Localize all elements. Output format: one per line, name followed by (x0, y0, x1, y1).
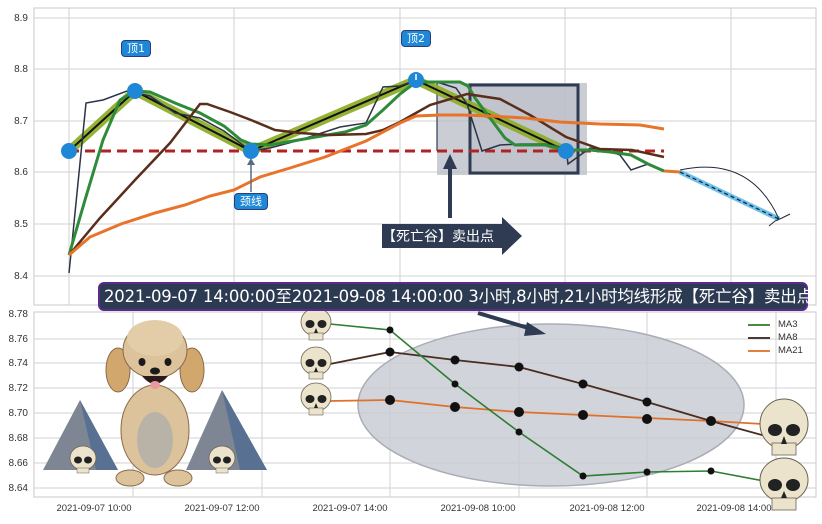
ytick: 8.70 (9, 408, 29, 419)
legend-item-ma21: MA21 (748, 344, 803, 357)
xtick: 2021-09-08 10:00 (440, 503, 515, 514)
legend-item-ma3: MA3 (748, 318, 803, 331)
ytick: 8.74 (9, 358, 29, 369)
ma8-line (68, 92, 665, 256)
ytick: 8.76 (9, 334, 29, 345)
death-valley-ellipse (357, 323, 745, 487)
skull-icon (300, 346, 332, 380)
summary-banner: 2021-09-07 14:00:00至2021-09-08 14:00:00 … (98, 282, 813, 311)
xtick: 2021-09-08 14:00 (696, 503, 771, 514)
ytick: 8.8 (14, 64, 28, 75)
bottom-y-axis: 8.78 8.76 8.74 8.72 8.70 8.68 8.66 8.64 (9, 309, 29, 494)
top1-marker (127, 83, 143, 99)
ma21-bottom-line (329, 399, 781, 426)
legend-swatch (748, 336, 770, 339)
skull-icon (759, 457, 809, 511)
xtick: 2021-09-07 12:00 (184, 503, 259, 514)
ma8-bottom-line (329, 351, 781, 441)
pointer-arrow-icon (524, 322, 546, 336)
ytick: 8.66 (9, 458, 29, 469)
up-arrow-icon (443, 154, 457, 169)
projection-arc (679, 166, 780, 220)
neck-marker (243, 143, 259, 159)
data-markers (385, 326, 716, 480)
sell-point-label: 【死亡谷】卖出点 (382, 229, 494, 245)
top-y-axis: 8.9 8.8 8.7 8.6 8.5 8.4 (14, 13, 28, 282)
legend-label: MA8 (778, 332, 798, 343)
xtick: 2021-09-07 10:00 (56, 503, 131, 514)
top-chart: 8.9 8.8 8.7 8.6 8.5 8.4 (14, 7, 817, 306)
ytick: 8.64 (9, 483, 29, 494)
ytick: 8.72 (9, 383, 29, 394)
legend-item-ma8: MA8 (748, 331, 803, 344)
dog-illustration (43, 320, 267, 487)
bottom-chart: 8.78 8.76 8.74 8.72 8.70 8.68 8.66 8.64 … (9, 307, 817, 514)
ytick: 8.78 (9, 309, 29, 320)
skull-icon (759, 398, 809, 456)
ma3-bottom-line (329, 323, 781, 485)
ytick: 8.68 (9, 433, 29, 444)
top-plot-area (33, 7, 817, 306)
xtick: 2021-09-07 14:00 (312, 503, 387, 514)
break-marker (558, 143, 574, 159)
legend-swatch (748, 323, 770, 326)
sell-arrow-shape (382, 217, 522, 255)
point-start-marker (61, 143, 77, 159)
legend: MA3 MA8 MA21 (748, 318, 803, 357)
legend-label: MA3 (778, 319, 798, 330)
neckline-tag: 颈线 (234, 193, 268, 210)
ytick: 8.6 (14, 167, 28, 178)
ytick: 8.7 (14, 116, 28, 127)
legend-swatch (748, 349, 770, 352)
ytick: 8.4 (14, 271, 28, 282)
bottom-x-axis: 2021-09-07 10:00 2021-09-07 12:00 2021-0… (56, 503, 771, 514)
skull-icon (300, 307, 332, 341)
ma21-line (68, 113, 665, 257)
skull-icon (300, 382, 332, 416)
ytick: 8.5 (14, 219, 28, 230)
top2-tag: 顶2 (401, 30, 431, 47)
ytick: 8.9 (14, 13, 28, 24)
xtick: 2021-09-08 12:00 (569, 503, 644, 514)
legend-label: MA21 (778, 345, 803, 356)
top1-tag: 顶1 (121, 40, 151, 57)
